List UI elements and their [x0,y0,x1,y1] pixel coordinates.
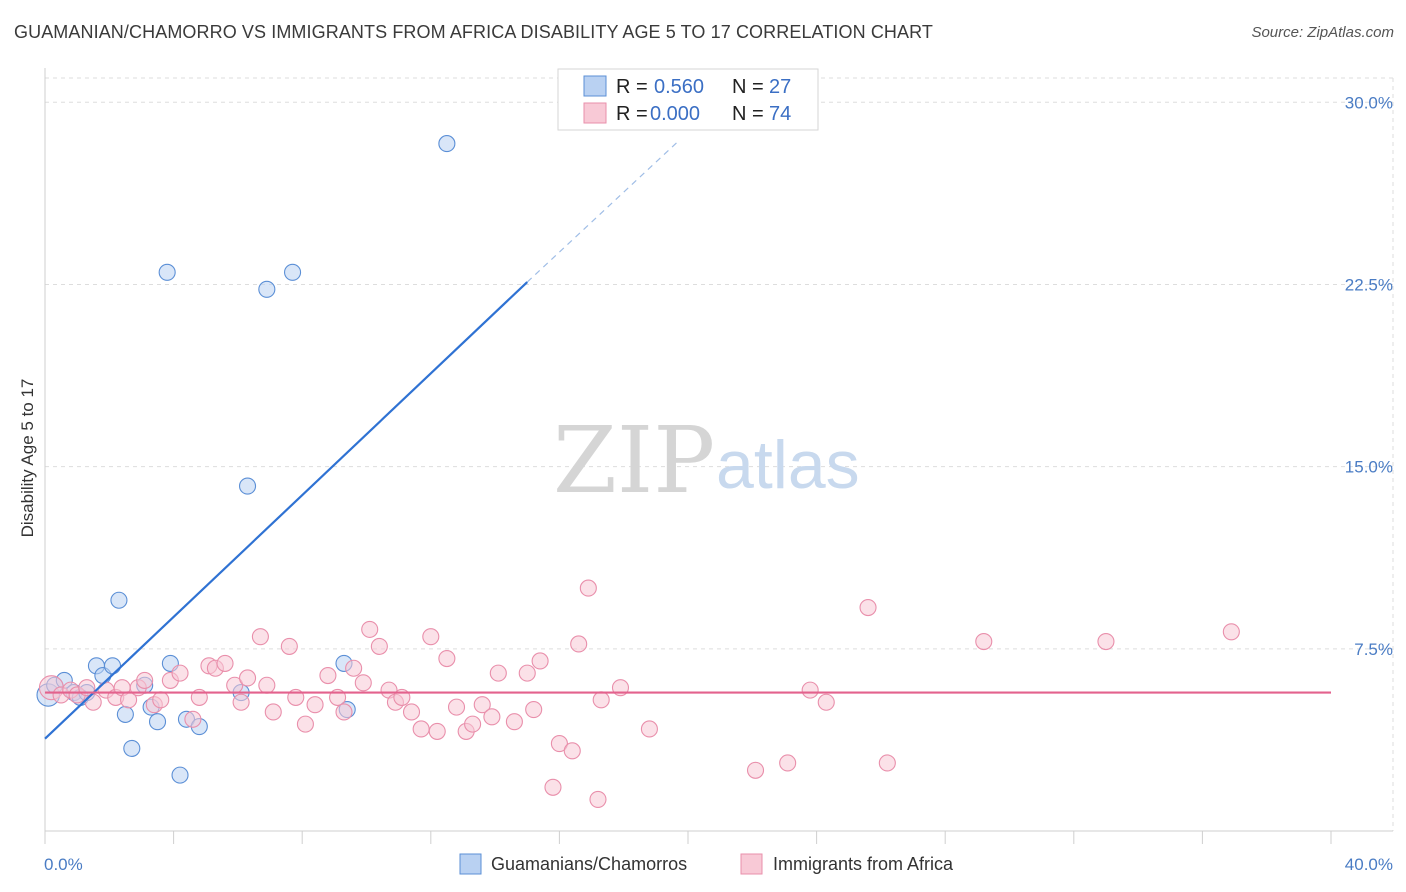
africa-point [640,720,658,738]
legend-n-label-2: N = [732,103,764,125]
africa-point [402,703,421,721]
bottom-legend: Guamanians/Chamorros Immigrants from Afr… [459,853,954,875]
africa-point [184,710,202,728]
y-tick-label: 7.5% [1354,640,1393,659]
legend-n-value-2: 74 [769,103,791,125]
africa-point [579,579,597,597]
africa-point [370,637,388,655]
africa-point [589,790,607,808]
axis-layer: 7.5% 15.0% 22.5% 30.0% 0.0% 40.0% [44,68,1393,874]
legend-r-value-1: 0.560 [654,76,704,98]
africa-point [779,754,797,772]
chart-source: Source: ZipAtlas.com [1251,24,1394,41]
africa-point [817,693,835,711]
legend-swatch-pink [583,102,607,124]
africa-point [345,659,363,677]
legend-n-value-1: 27 [769,76,791,98]
trend-layer [44,140,1331,740]
africa-point [296,715,314,733]
africa-point [447,698,466,716]
y-tick-label: 22.5% [1345,275,1393,294]
africa-point [171,664,189,682]
africa-point [473,696,491,714]
africa-point [531,652,549,670]
bottom-legend-label-1: Guamanians/Chamorros [491,854,687,874]
africa-point [1097,632,1115,651]
africa-point [361,620,379,638]
africa-point [592,691,610,709]
africa-point [438,649,456,668]
africa-point [489,664,507,682]
africa-point [1222,623,1240,641]
africa-point [746,761,765,779]
legend-swatch-blue [583,75,607,97]
africa-point [306,696,324,714]
africa-point [280,637,298,655]
legend-r-value-2: 0.000 [650,103,700,125]
watermark-zip: ZIP [553,407,715,514]
guamanian-point [284,263,302,281]
africa-point [412,720,430,738]
africa-point [335,703,353,721]
africa-point [428,722,446,740]
guamanian-point [103,657,122,675]
guamanian-point [171,766,189,784]
africa-point [152,691,170,709]
guamanian-trend-line [44,281,529,740]
africa-point [483,708,501,726]
watermark-atlas: atlas [716,427,860,503]
guamanian-point [148,713,167,731]
top-legend: R = 0.560 N = 27 R = 0.000 N = 74 [557,68,819,131]
y-tick-label: 15.0% [1345,458,1393,477]
africa-point [264,703,282,721]
africa-point [544,778,562,796]
watermark: ZIP atlas [553,407,860,514]
legend-n-label-1: N = [732,76,764,98]
africa-point [859,598,877,617]
africa-point [319,666,337,685]
chart-title: GUAMANIAN/CHAMORRO VS IMMIGRANTS FROM AF… [14,22,933,42]
bottom-legend-label-2: Immigrants from Africa [773,854,954,874]
africa-point [232,693,250,711]
x-tick-label: 0.0% [44,855,83,874]
bottom-legend-swatch-pink [740,853,763,875]
africa-point [975,632,993,651]
guamanian-point [238,477,257,495]
africa-point [136,671,154,689]
guamanian-trend-extension [526,140,679,283]
africa-point [525,700,543,719]
africa-point [84,693,102,711]
guamanian-point [258,280,276,298]
y-tick-label: 30.0% [1345,93,1393,112]
bottom-legend-swatch-blue [459,853,482,875]
africa-point [550,735,568,753]
africa-point [216,654,234,672]
guamanian-point [123,739,141,757]
africa-point [518,664,536,682]
africa-point [258,676,276,694]
africa-point [238,669,257,687]
africa-point [464,715,482,733]
africa-point [801,681,819,699]
africa-point [570,635,588,653]
africa-point [354,674,372,692]
guamanian-point [158,263,176,281]
africa-point [563,742,581,760]
africa-point [505,713,523,731]
y-axis-label: Disability Age 5 to 17 [18,379,37,538]
guamanian-point [110,591,128,609]
legend-r-label-1: R = [616,76,648,98]
africa-point [878,754,896,772]
legend-r-label-2: R = [616,103,648,125]
x-tick-label: 40.0% [1345,855,1393,874]
africa-point [422,628,440,646]
africa-point [251,628,269,646]
guamanian-point [116,705,134,723]
guamanian-point [438,135,456,153]
